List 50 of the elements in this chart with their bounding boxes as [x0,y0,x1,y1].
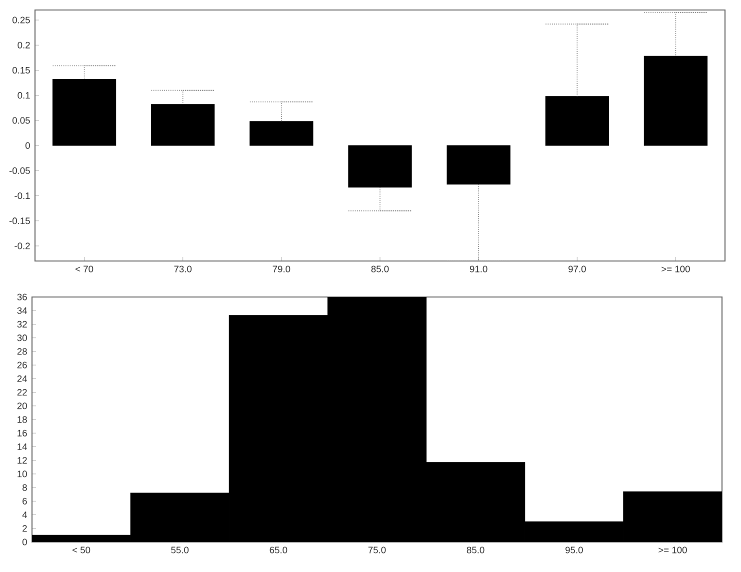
bar [348,145,412,188]
y-tick-label: 8 [22,484,27,491]
bar [151,104,215,146]
x-tick-label: 79.0 [272,266,290,272]
y-tick-label: 10 [18,470,27,478]
y-tick-label: 32 [17,320,27,328]
x-tick-label: < 70 [76,266,94,272]
y-tick-label: 2 [22,525,27,532]
x-tick-label: >= 100 [662,266,690,272]
y-tick-label: 0 [22,538,27,546]
x-tick-label: 75.0 [368,546,386,554]
x-tick-label: < 50 [72,546,90,554]
x-tick-label: 97.0 [568,266,586,272]
y-tick-label: 16 [18,430,27,436]
x-tick-label: 85.0 [371,266,389,272]
x-tick-label: 73.0 [174,266,192,272]
y-tick-label: -0.1 [14,192,30,200]
y-tick-label: 0.15 [12,66,30,74]
y-tick-label: 0.1 [18,92,30,99]
y-tick-label: 4 [22,512,28,518]
y-tick-label: 0.05 [12,117,30,124]
y-tick-label: 30 [17,334,27,342]
x-tick-label: >= 100 [658,546,687,554]
bar [545,96,609,146]
x-tick-label: 65.0 [270,546,288,554]
y-tick-label: 20 [17,402,27,410]
x-tick-label: 55.0 [171,546,189,554]
x-tick-label: 85.0 [466,546,484,554]
bar [250,121,314,146]
bar [446,145,510,184]
y-tick-label: 34 [17,307,28,314]
x-tick-label: 91.0 [470,266,488,272]
y-tick-label: 36 [17,294,27,300]
bar [644,56,708,146]
y-tick-label: 0.2 [18,42,30,48]
y-tick-label: 24 [17,375,28,382]
bar [52,79,116,146]
y-tick-label: -0.05 [9,167,30,174]
y-tick-label: 0 [25,142,30,149]
y-tick-label: -0.15 [9,218,30,224]
y-tick-label: -0.2 [14,242,30,250]
y-tick-label: 28 [17,348,27,355]
y-tick-label: 26 [17,362,27,368]
y-tick-label: 12 [18,457,27,464]
y-tick-label: 6 [22,498,27,504]
y-tick-label: 22 [17,389,27,396]
x-tick-label: 95.0 [566,546,583,554]
y-tick-label: 14 [18,444,28,450]
y-tick-label: 18 [18,416,27,423]
y-tick-label: 0.25 [12,16,30,24]
